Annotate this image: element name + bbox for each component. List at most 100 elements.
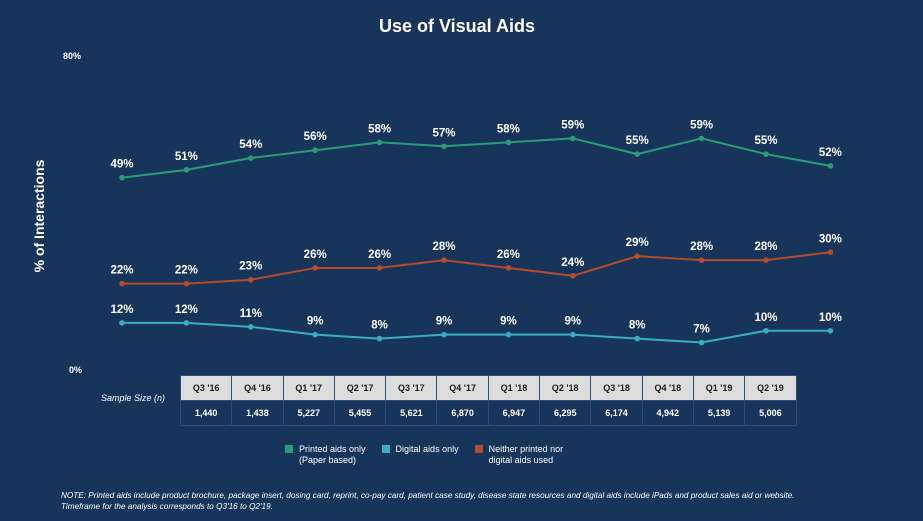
data-label-printed: 59%: [561, 119, 584, 131]
data-label-neither: 28%: [754, 241, 777, 253]
sample-quarter-cell: Q3 '16: [179, 375, 233, 401]
sample-size-cell: 5,455: [333, 400, 387, 426]
sample-quarter-cell: Q2 '18: [539, 375, 592, 401]
data-point-digital: [376, 335, 383, 342]
data-label-digital: 8%: [629, 320, 646, 332]
data-label-printed: 51%: [175, 151, 198, 163]
data-point-neither: [119, 280, 125, 287]
data-point-digital: [827, 327, 834, 334]
data-point-printed: [827, 163, 834, 169]
data-point-printed: [248, 155, 254, 161]
chart-legend: Printed aids only (Paper based) Digital a…: [285, 444, 579, 466]
data-label-digital: 7%: [693, 324, 710, 336]
data-label-printed: 58%: [368, 123, 391, 135]
sample-size-cell: 5,621: [385, 400, 438, 426]
data-point-neither: [698, 257, 705, 263]
sample-size-cell: 6,947: [487, 400, 541, 426]
data-label-digital: 9%: [307, 316, 324, 328]
sample-quarter-cell: Q2 '17: [333, 375, 387, 401]
data-point-neither: [312, 265, 319, 271]
data-point-printed: [570, 135, 576, 142]
sample-quarter-cell: Q4 '18: [641, 375, 694, 401]
data-label-printed: 54%: [239, 139, 262, 151]
data-point-neither: [441, 257, 447, 263]
sample-size-cell: 6,295: [539, 400, 592, 426]
data-label-printed: 55%: [626, 135, 649, 147]
sample-size-cell: 6,870: [436, 400, 489, 426]
sample-quarter-cell: Q3 '17: [385, 375, 438, 401]
sample-size-cell: 4,942: [641, 400, 694, 426]
data-point-neither: [183, 280, 190, 287]
data-point-digital: [505, 331, 512, 338]
data-label-digital: 12%: [175, 304, 198, 316]
sample-size-cell: 1,438: [231, 400, 284, 426]
data-label-neither: 29%: [626, 237, 649, 249]
data-label-digital: 9%: [500, 316, 517, 328]
data-point-printed: [698, 135, 705, 142]
data-point-digital: [634, 335, 640, 342]
data-point-digital: [698, 339, 705, 346]
data-label-neither: 30%: [819, 233, 842, 245]
series-layer: 49% 51% 54% 56% 58% 57% 58% 59% 55% 59% 55% 52% 12% 1…: [110, 119, 842, 346]
data-label-neither: 23%: [239, 261, 262, 273]
data-label-neither: 22%: [175, 265, 198, 277]
data-point-printed: [119, 174, 125, 181]
legend-label: Digital aids only: [395, 444, 459, 454]
sample-size-cell: 5,006: [744, 400, 797, 426]
data-point-neither: [505, 265, 512, 271]
data-point-printed: [441, 143, 447, 150]
data-point-digital: [312, 331, 319, 338]
data-point-neither: [634, 253, 640, 259]
sample-quarter-cell: Q1 '18: [487, 375, 541, 401]
data-label-neither: 26%: [497, 249, 520, 261]
data-point-neither: [827, 249, 834, 256]
legend-item: Digital aids only: [381, 444, 459, 466]
series-line-neither: [122, 251, 831, 285]
sample-quarter-cell: Q4 '16: [231, 375, 284, 401]
legend-label: Neither printed nor digital aids used: [488, 444, 564, 465]
data-point-printed: [376, 139, 383, 146]
sample-quarter-cell: Q3 '18: [590, 375, 643, 401]
legend-item: Neither printed nor digital aids used: [474, 444, 564, 466]
data-label-digital: 8%: [371, 320, 388, 332]
data-point-digital: [763, 327, 769, 334]
data-label-neither: 22%: [110, 265, 133, 277]
data-point-neither: [248, 276, 254, 283]
data-label-printed: 58%: [497, 123, 520, 135]
sample-quarter-cell: Q1 '17: [282, 375, 335, 401]
data-label-printed: 59%: [690, 119, 713, 131]
data-label-neither: 24%: [561, 257, 584, 269]
data-point-printed: [634, 151, 640, 157]
sample-size-cell: 1,440: [179, 400, 233, 426]
data-label-digital: 12%: [110, 304, 133, 316]
series-line-digital: [122, 321, 831, 344]
sample-quarter-cell: Q4 '17: [436, 375, 489, 401]
sample-quarter-cell: Q1 '19: [692, 375, 746, 401]
data-point-neither: [763, 257, 769, 263]
data-label-printed: 52%: [819, 147, 842, 159]
sample-size-table: Q3 '16 Q4 '16 Q1 '17 Q2 '17 Q3 '17 Q4 '17 Q1 '…: [179, 375, 797, 426]
legend-item: Printed aids only (Paper based): [285, 444, 366, 466]
sample-header-row: Q3 '16 Q4 '16 Q1 '17 Q2 '17 Q3 '17 Q4 '17 Q1 '…: [179, 375, 797, 401]
data-point-printed: [505, 139, 512, 146]
data-point-digital: [248, 324, 254, 330]
y-axis-label: % of Interactions: [31, 159, 47, 272]
sample-size-cell: 5,227: [282, 400, 335, 426]
sample-quarter-cell: Q2 '19: [744, 375, 797, 401]
data-point-printed: [183, 167, 190, 173]
data-label-neither: 26%: [368, 249, 391, 261]
legend-label: Printed aids only (Paper based): [299, 444, 366, 465]
data-label-digital: 9%: [436, 316, 453, 328]
data-point-digital: [183, 320, 190, 326]
data-point-printed: [312, 147, 319, 153]
data-label-printed: 56%: [304, 131, 327, 143]
y-tick-min: 0%: [69, 365, 82, 375]
sample-values-row: 1,440 1,438 5,227 5,455 5,621 6,870 6,947 6,295…: [179, 400, 797, 426]
data-label-neither: 28%: [432, 241, 455, 253]
y-tick-max: 80%: [63, 51, 81, 61]
data-label-neither: 28%: [690, 241, 713, 253]
data-point-neither: [376, 265, 383, 271]
sample-size-label: Sample Size (n): [101, 393, 166, 403]
data-point-digital: [441, 331, 447, 338]
